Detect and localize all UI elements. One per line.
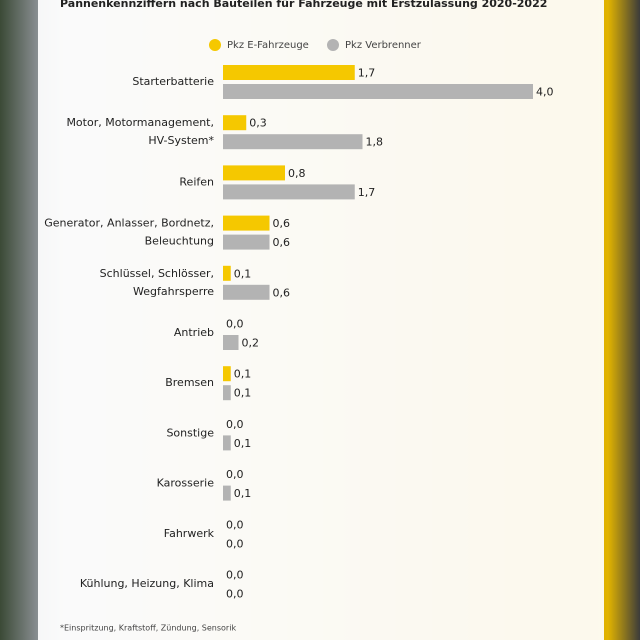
bar — [223, 115, 247, 131]
category-label: Generator, Anlasser, Bordnetz, — [44, 217, 214, 230]
value-label: 0,0 — [226, 468, 244, 481]
value-label: 0,8 — [288, 167, 306, 180]
value-label: 0,6 — [273, 236, 291, 249]
value-label: 1,8 — [366, 136, 384, 149]
bar — [223, 234, 270, 250]
legend-label: Pkz Verbrenner — [345, 40, 422, 51]
legend-swatch — [327, 39, 339, 51]
bar — [223, 165, 285, 181]
value-label: 0,3 — [249, 117, 267, 130]
value-label: 4,0 — [536, 86, 554, 99]
bar — [223, 134, 363, 150]
bar — [223, 184, 355, 200]
bar — [223, 265, 231, 281]
value-label: 0,0 — [226, 518, 244, 531]
category-label: Schlüssel, Schlösser, — [100, 267, 214, 280]
legend-label: Pkz E-Fahrzeuge — [227, 40, 309, 51]
value-label: 0,1 — [234, 487, 252, 500]
value-label: 0,1 — [234, 368, 252, 381]
category-label: Bremsen — [165, 376, 214, 389]
category-label: Motor, Motormanagement, — [66, 116, 214, 129]
value-label: 0,0 — [226, 537, 244, 550]
value-label: 0,6 — [273, 217, 291, 230]
value-label: 0,0 — [226, 588, 244, 601]
category-label: HV-System* — [148, 134, 214, 147]
category-label: Sonstige — [166, 426, 214, 439]
value-label: 0,1 — [234, 267, 252, 280]
category-label: Fahrwerk — [164, 527, 215, 540]
value-label: 0,2 — [242, 337, 260, 350]
value-label: 1,7 — [358, 186, 376, 199]
category-label: Antrieb — [174, 326, 214, 339]
bar — [223, 284, 270, 300]
value-label: 1,7 — [358, 67, 376, 80]
category-label: Karosserie — [157, 477, 215, 490]
bar — [223, 215, 270, 231]
value-label: 0,0 — [226, 418, 244, 431]
category-label: Kühlung, Heizung, Klima — [80, 577, 214, 590]
category-label: Wegfahrsperre — [133, 285, 214, 298]
value-label: 0,6 — [273, 286, 291, 299]
category-label: Reifen — [179, 175, 214, 188]
panel — [38, 0, 604, 640]
value-label: 0,1 — [234, 387, 252, 400]
bar — [223, 385, 231, 401]
bar — [223, 65, 355, 80]
value-label: 0,0 — [226, 569, 244, 582]
category-label: Starterbatterie — [132, 75, 214, 88]
value-label: 0,0 — [226, 318, 244, 331]
bar — [223, 435, 231, 451]
legend-swatch — [209, 39, 221, 51]
chart-title: Pannenkennziffern nach Bauteilen für Fah… — [60, 0, 547, 10]
bar — [223, 366, 231, 382]
footnote: *Einspritzung, Kraftstoff, Zündung, Sens… — [60, 624, 236, 633]
value-label: 0,1 — [234, 437, 252, 450]
category-label: Beleuchtung — [145, 235, 214, 248]
bar — [223, 84, 533, 99]
bar — [223, 485, 231, 501]
bar — [223, 335, 239, 350]
